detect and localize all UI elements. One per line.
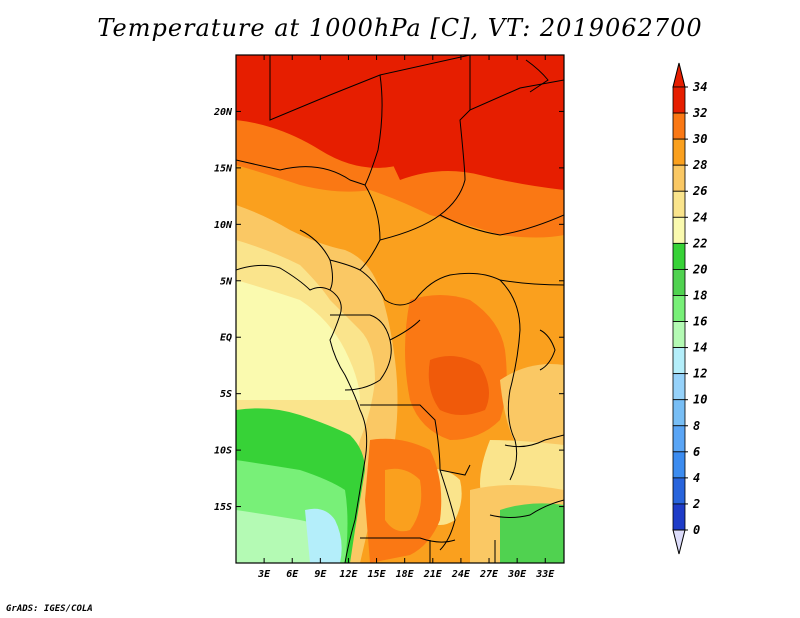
x-tick-label: 33E [535, 569, 555, 580]
colorbar-label: 10 [693, 393, 707, 407]
y-tick-label: 5N [220, 276, 233, 287]
y-tick-label: 5S [220, 389, 232, 400]
colorbar-label: 28 [692, 158, 707, 172]
colorbar-label: 18 [693, 288, 707, 302]
colorbar-label: 2 [692, 497, 700, 511]
y-tick-label: 15N [214, 163, 233, 174]
colorbar-swatch [672, 269, 686, 296]
colorbar-label: 16 [693, 315, 707, 329]
x-tick-labels: 3E 6E 9E 12E 15E 18E 21E 24E 27E 30E 33E [257, 569, 555, 580]
colorbar-label: 6 [693, 445, 700, 459]
x-tick-label: 12E [339, 569, 358, 580]
colorbar-swatch [672, 190, 686, 218]
colorbar-swatch [672, 425, 686, 453]
x-tick-label: 9E [314, 569, 327, 580]
colorbar-label: 20 [692, 262, 707, 276]
colorbar-swatch [672, 451, 686, 479]
x-tick-label: 21E [423, 569, 443, 580]
colorbar-swatch [672, 112, 686, 140]
y-tick-labels: 20N 15N 10N 5N EQ 5S 10S 15S [213, 107, 233, 513]
colorbar-swatch [672, 216, 686, 244]
x-tick-label: 24E [451, 569, 471, 580]
colorbar-swatch [672, 399, 686, 427]
temperature-field [236, 55, 564, 563]
y-tick-label: 10N [214, 220, 233, 231]
x-tick-label: 6E [286, 569, 299, 580]
y-tick-label: 15S [214, 502, 232, 513]
footer-credit: GrADS: IGES/COLA [6, 604, 93, 614]
colorbar-label: 4 [693, 471, 700, 485]
y-tick-label: 20N [213, 107, 233, 118]
plot-frame [235, 54, 565, 564]
colorbar-swatch [672, 242, 686, 270]
y-tick-marks [236, 110, 564, 508]
colorbar-label: 8 [693, 419, 700, 433]
colorbar-label: 24 [692, 210, 707, 224]
colorbar-bottom-arrow [672, 529, 686, 555]
colorbar-label: 30 [692, 132, 707, 146]
colorbar-label: 12 [693, 367, 707, 381]
y-tick-label: EQ [220, 333, 232, 344]
colorbar-label: 26 [692, 184, 707, 198]
colorbar-label: 34 [692, 80, 707, 94]
colorbar-swatch [672, 164, 686, 192]
x-tick-label: 30E [507, 569, 527, 580]
colorbar-label: 22 [692, 236, 707, 250]
x-tick-marks [263, 55, 546, 563]
colorbar-label: 14 [693, 341, 707, 355]
colorbar-label: 0 [693, 523, 700, 537]
map-title: Temperature at 1000hPa [C], VT: 20190627… [97, 14, 703, 42]
colorbar-swatch [672, 295, 686, 322]
colorbar-top-arrow [672, 62, 686, 88]
x-tick-label: 3E [257, 569, 271, 580]
colorbar-swatch [672, 503, 686, 531]
colorbar-swatch [672, 477, 686, 505]
colorbar-swatch [672, 321, 686, 348]
x-tick-label: 18E [396, 569, 415, 580]
y-tick-label: 10S [214, 446, 232, 457]
colorbar-swatch [672, 347, 686, 375]
colorbar-swatch [672, 86, 686, 114]
x-tick-label: 15E [368, 569, 387, 580]
colorbar-label: 32 [692, 106, 707, 120]
colorbar-swatch [672, 138, 686, 166]
x-tick-label: 27E [479, 569, 499, 580]
colorbar-swatch [672, 373, 686, 401]
country-borders [236, 55, 564, 563]
